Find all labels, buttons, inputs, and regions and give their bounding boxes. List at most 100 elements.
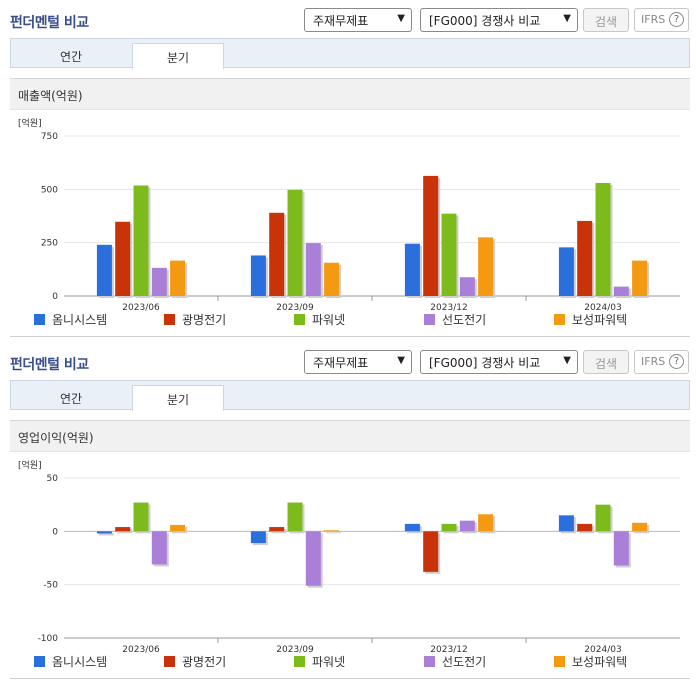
y-tick-label: 250 (41, 239, 58, 249)
bar (423, 531, 439, 572)
legend-label: 광명전기 (182, 655, 226, 669)
legend-swatch (554, 656, 565, 667)
tab-annual[interactable]: 연간 (59, 50, 83, 64)
legend-label: 선도전기 (442, 655, 486, 669)
legend-label: 보성파워텍 (572, 313, 627, 327)
legend-swatch (34, 314, 45, 325)
revenue-chart: [억원] 0 250 500 750 2023/06 2023/09 2023/12 2024/… (18, 117, 680, 327)
bar (613, 531, 629, 566)
legend-swatch (294, 656, 305, 667)
y-axis-unit-label: [억원] (18, 117, 42, 129)
ifrs-button[interactable]: IFRS ? (634, 8, 689, 32)
x-tick-label: 2024/03 (584, 645, 621, 655)
legend-label: 선도전기 (442, 313, 486, 327)
bar (287, 189, 303, 296)
bar-shadow (326, 532, 342, 534)
report-type-select[interactable]: 주재무제표 ▼ (304, 350, 412, 374)
x-tick-label: 2023/12 (430, 645, 467, 655)
period-tabs: 연간 분기 (10, 380, 690, 411)
chart-title-bar: 매출액(억원) (10, 78, 690, 110)
bar (133, 502, 149, 532)
chart-title: 매출액(억원) (18, 89, 83, 103)
chevron-down-icon: ▼ (397, 13, 405, 24)
search-button[interactable]: 검색 (583, 350, 629, 374)
compare-select[interactable]: [FG000] 경쟁사 비교 ▼ (420, 350, 578, 374)
bar (459, 520, 475, 532)
bar (478, 514, 494, 532)
divider (10, 678, 690, 679)
bar (459, 277, 475, 296)
bar (632, 522, 648, 532)
bar (305, 243, 321, 296)
legend-swatch (424, 314, 435, 325)
bar-shadow (98, 533, 114, 536)
bar (170, 524, 186, 532)
legend-label: 광명전기 (182, 313, 226, 327)
chevron-down-icon: ▼ (563, 13, 571, 24)
x-tick-label: 2023/06 (122, 303, 160, 313)
tab-quarterly[interactable]: 분기 (132, 43, 224, 69)
legend-label: 파워넷 (312, 655, 345, 669)
y-tick-label: 0 (52, 527, 58, 537)
section-header: 펀더멘털 비교 주재무제표 ▼ [FG000] 경쟁사 비교 ▼ 검색 IFRS… (0, 0, 696, 38)
bar (287, 502, 303, 532)
tab-quarterly[interactable]: 분기 (132, 385, 224, 411)
report-type-select[interactable]: 주재무제표 ▼ (304, 8, 412, 32)
bar (269, 212, 285, 296)
compare-select[interactable]: [FG000] 경쟁사 비교 ▼ (420, 8, 578, 32)
x-tick-label: 2023/12 (430, 303, 467, 313)
bar (324, 530, 340, 532)
bar (151, 531, 167, 565)
bar (96, 531, 112, 534)
legend-label: 옴니시스템 (52, 313, 107, 327)
legend-swatch (164, 656, 175, 667)
bar (558, 247, 574, 296)
bar (441, 213, 457, 296)
chevron-down-icon: ▼ (563, 355, 571, 366)
y-tick-label: 750 (41, 132, 58, 142)
bar (133, 185, 149, 296)
divider (10, 336, 690, 337)
bar (441, 523, 457, 532)
bar (115, 527, 131, 532)
operating-income-chart: [억원] -100 -50 0 50 2023/06 2023/09 2023/12 2024/… (18, 459, 680, 669)
chart-title: 영업이익(억원) (18, 431, 94, 445)
chart-title-bar: 영업이익(억원) (10, 420, 690, 452)
legend-label: 파워넷 (312, 313, 345, 327)
section-header: 펀더멘털 비교 주재무제표 ▼ [FG000] 경쟁사 비교 ▼ 검색 IFRS… (0, 342, 696, 380)
chevron-down-icon: ▼ (397, 355, 405, 366)
bar (305, 531, 321, 586)
help-icon[interactable]: ? (669, 354, 684, 369)
legend-label: 보성파워텍 (572, 655, 627, 669)
bar (558, 515, 574, 532)
bar (404, 523, 420, 532)
y-tick-label: -100 (38, 634, 59, 644)
x-tick-label: 2023/09 (276, 645, 314, 655)
ifrs-button[interactable]: IFRS ? (634, 350, 689, 374)
fundamental-section-revenue: 펀더멘털 비교 주재무제표 ▼ [FG000] 경쟁사 비교 ▼ 검색 IFRS… (0, 0, 696, 337)
bar (577, 523, 593, 532)
y-tick-label: -50 (43, 581, 58, 591)
y-tick-label: 50 (47, 474, 59, 484)
bar (478, 237, 494, 296)
y-tick-label: 500 (41, 185, 58, 195)
section-title: 펀더멘털 비교 (10, 15, 89, 31)
bar (404, 243, 420, 296)
y-axis-unit-label: [억원] (18, 459, 42, 471)
bar (115, 221, 131, 296)
bar (595, 182, 611, 296)
legend-swatch (424, 656, 435, 667)
x-tick-label: 2023/09 (276, 303, 314, 313)
fundamental-section-operating-income: 펀더멘털 비교 주재무제표 ▼ [FG000] 경쟁사 비교 ▼ 검색 IFRS… (0, 342, 696, 684)
tab-annual[interactable]: 연간 (59, 392, 83, 406)
x-tick-label: 2023/06 (122, 645, 160, 655)
bar (632, 260, 648, 296)
bar (324, 262, 340, 296)
help-icon[interactable]: ? (669, 12, 684, 27)
legend-swatch (164, 314, 175, 325)
search-button[interactable]: 검색 (583, 8, 629, 32)
legend-label: 옴니시스템 (52, 655, 107, 669)
y-tick-label: 0 (52, 292, 58, 302)
bar (423, 175, 439, 296)
bar (595, 504, 611, 532)
